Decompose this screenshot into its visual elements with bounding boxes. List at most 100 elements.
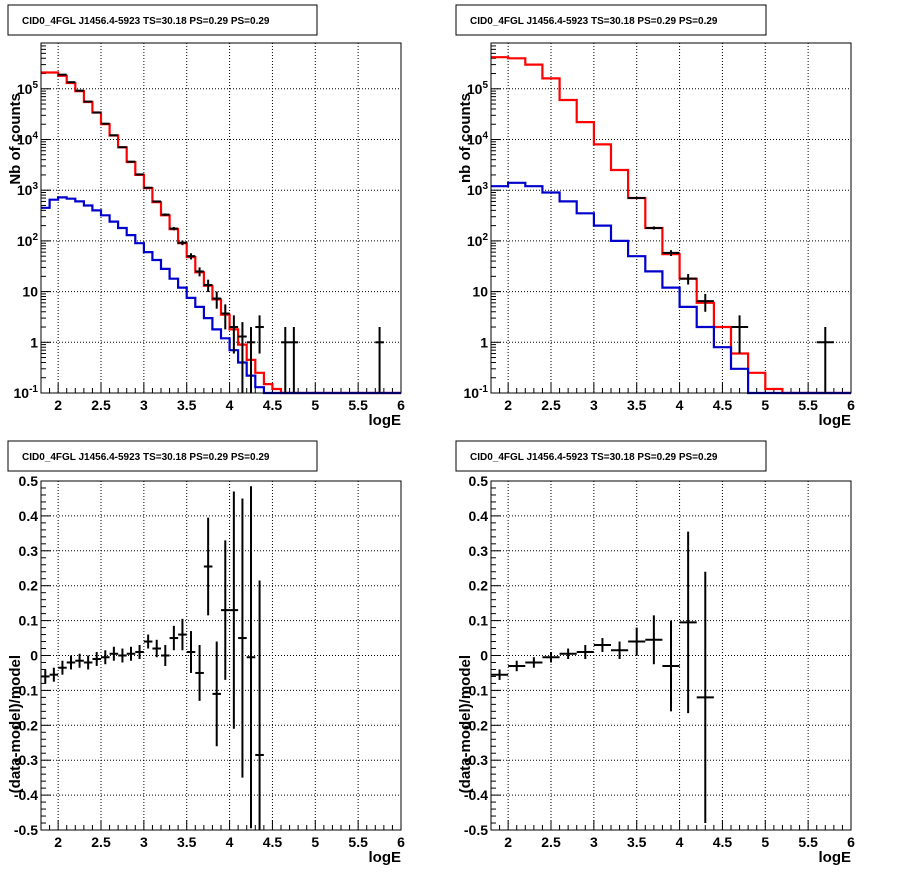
data-point — [169, 226, 179, 231]
data-point — [576, 645, 594, 659]
y-tick-label: -0.3 — [464, 752, 488, 768]
x-tick-label: 4.5 — [263, 834, 283, 850]
data-point — [662, 620, 680, 712]
data-point — [49, 667, 59, 682]
x-tick-label: 5.5 — [348, 834, 368, 850]
data-point — [255, 315, 264, 354]
y-tick-label: 0 — [30, 648, 38, 664]
data-point — [118, 146, 127, 149]
chart-title: CID0_4FGL J1456.4-5923 TS=30.18 PS=0.29 … — [22, 452, 270, 463]
y-tick-label: -0.5 — [14, 822, 38, 838]
data-point — [246, 486, 256, 829]
y-tick-label: 0.1 — [469, 613, 489, 629]
data-point — [238, 498, 247, 778]
x-axis-label: logE — [369, 849, 402, 866]
y-tick-label: 1 — [30, 334, 38, 350]
data-point — [628, 627, 646, 656]
y-axis-label: Nb of counts — [7, 93, 24, 185]
data-point — [289, 327, 299, 393]
x-tick-label: 2 — [504, 834, 512, 850]
y-axis-label: (data-model)/model — [7, 655, 24, 793]
y-tick-label: 0 — [480, 648, 488, 664]
x-tick-label: 5 — [761, 397, 769, 413]
chart-panel-4: CID0_4FGL J1456.4-5923 TS=30.18 PS=0.29 … — [455, 440, 855, 866]
x-tick-label: 4 — [676, 834, 684, 850]
chart-title: CID0_4FGL J1456.4-5923 TS=30.18 PS=0.29 … — [470, 16, 718, 27]
data-point — [135, 645, 144, 659]
data-point — [281, 327, 290, 393]
model-histogram-component — [491, 181, 851, 395]
data-point — [816, 327, 834, 393]
y-tick-label: 102 — [17, 232, 39, 249]
y-tick-label: 10-1 — [464, 384, 489, 401]
plot-frame — [490, 480, 852, 831]
model-histogram-component — [41, 196, 401, 395]
chart-panel-3: CID0_4FGL J1456.4-5923 TS=30.18 PS=0.29 … — [7, 440, 405, 866]
data-point — [169, 625, 179, 651]
model-histogram-total — [41, 71, 401, 395]
y-tick-label: -0.5 — [464, 822, 488, 838]
x-tick-label: 6 — [847, 834, 855, 850]
x-tick-label: 3.5 — [627, 397, 647, 413]
x-tick-label: 4.5 — [713, 397, 733, 413]
data-point — [491, 669, 509, 680]
data-point — [679, 531, 697, 714]
chart-panel-1: CID0_4FGL J1456.4-5923 TS=30.18 PS=0.29 … — [7, 4, 405, 429]
x-tick-label: 5.5 — [348, 397, 368, 413]
x-tick-label: 4.5 — [263, 397, 283, 413]
y-tick-label: 0.2 — [19, 578, 39, 594]
x-tick-label: 6 — [397, 397, 405, 413]
y-tick-label: 0.4 — [469, 508, 489, 524]
y-tick-label: -0.2 — [464, 717, 488, 733]
x-tick-label: 3 — [140, 397, 148, 413]
y-tick-label: 102 — [467, 232, 489, 249]
y-tick-label: 104 — [17, 130, 39, 147]
y-tick-label: -0.1 — [464, 682, 488, 698]
x-axis-label: logE — [819, 412, 852, 429]
data-point — [152, 639, 161, 658]
x-tick-label: 5.5 — [798, 834, 818, 850]
data-point — [229, 491, 239, 729]
x-tick-label: 5 — [311, 397, 319, 413]
data-point — [525, 657, 543, 668]
data-point — [593, 638, 611, 653]
data-point — [212, 641, 221, 747]
x-tick-label: 3.5 — [177, 834, 197, 850]
data-point — [161, 213, 170, 216]
data-point — [229, 315, 239, 354]
data-point — [731, 315, 749, 354]
data-point — [126, 160, 136, 163]
data-point — [212, 291, 221, 309]
y-tick-label: 0.3 — [469, 543, 489, 559]
data-point — [375, 327, 384, 393]
data-point — [118, 648, 127, 663]
data-point — [83, 655, 93, 670]
y-tick-label: -0.3 — [14, 752, 38, 768]
data-point — [238, 322, 247, 393]
data-point — [662, 250, 680, 256]
data-point — [41, 669, 50, 684]
data-point — [186, 253, 196, 260]
data-point — [152, 200, 161, 203]
data-point — [178, 618, 187, 651]
y-tick-label: 10 — [22, 284, 38, 300]
chart-title-box — [7, 440, 318, 472]
y-tick-label: 103 — [467, 181, 489, 198]
data-point — [135, 173, 144, 176]
x-tick-label: 6 — [397, 834, 405, 850]
x-tick-label: 2.5 — [541, 834, 561, 850]
y-tick-label: 10-1 — [14, 384, 39, 401]
data-point — [109, 646, 119, 661]
y-axis-label: nb of counts — [457, 93, 474, 183]
data-point — [92, 652, 101, 666]
x-tick-label: 5 — [761, 834, 769, 850]
data-point — [628, 197, 646, 200]
y-tick-label: 0.4 — [19, 508, 39, 524]
x-tick-label: 2.5 — [541, 397, 561, 413]
y-tick-label: 105 — [17, 80, 39, 97]
y-tick-label: -0.4 — [14, 787, 38, 803]
data-point — [611, 641, 629, 659]
x-tick-label: 3.5 — [627, 834, 647, 850]
data-point — [101, 650, 110, 665]
x-tick-label: 2 — [54, 397, 62, 413]
